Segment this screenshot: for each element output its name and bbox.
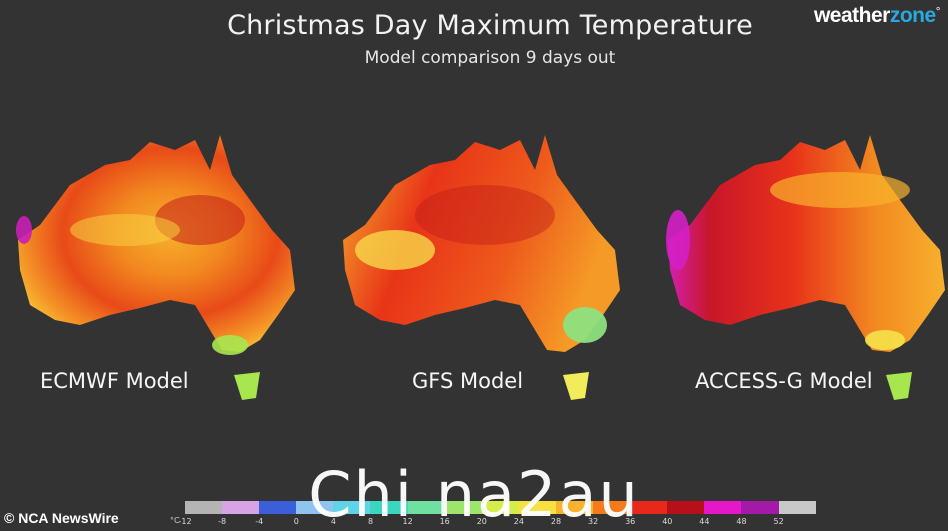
legend-tick-label: 40: [662, 517, 673, 526]
legend-swatch: [259, 501, 297, 514]
legend-tick-label: 20: [476, 517, 487, 526]
legend-tick-label: 24: [513, 517, 524, 526]
map-label-access-g: ACCESS-G Model: [695, 369, 873, 393]
legend-swatch: [481, 501, 519, 514]
map-label-gfs: GFS Model: [412, 369, 524, 393]
legend-swatch: [593, 501, 631, 514]
legend-unit: °C: [170, 516, 180, 525]
legend-tick-label: 32: [588, 517, 599, 526]
temperature-legend-bar: [185, 501, 816, 514]
photo-credit: © NCA NewsWire: [4, 510, 119, 526]
australia-map-access-g: [666, 135, 945, 400]
logo-suffix: zone: [889, 4, 936, 27]
legend-swatch: [741, 501, 779, 514]
legend-swatch: [296, 501, 334, 514]
legend-swatch: [704, 501, 742, 514]
map-panel-gfs: [335, 130, 635, 409]
legend-swatch: [333, 501, 371, 514]
logo-mark: °: [935, 4, 941, 18]
legend-tick-label: -4: [255, 517, 264, 526]
legend-swatch: [222, 501, 260, 514]
legend-swatch: [370, 501, 408, 514]
map-label-ecmwf: ECMWF Model: [40, 369, 189, 393]
logo-prefix: weather: [813, 4, 890, 27]
legend-tick-label: 36: [625, 517, 636, 526]
legend-tick-label: 16: [439, 517, 450, 526]
map-panel-ecmwf: [10, 130, 310, 409]
legend-tick-label: -12: [178, 517, 192, 526]
legend-swatch: [555, 501, 594, 514]
legend-swatch: [778, 501, 816, 514]
legend-tick-label: 8: [367, 517, 374, 526]
legend-tick-label: 44: [699, 517, 710, 526]
map-panel-access-g: [660, 130, 948, 409]
legend-swatch: [185, 501, 223, 514]
legend-ticks: -12 -8 -4 0 4 8 12 16 20 24 28 32 36 40 44 48 52: [0, 517, 948, 529]
legend-swatch: [444, 501, 482, 514]
legend-tick-label: -8: [218, 517, 227, 526]
legend-tick-label: 12: [402, 517, 413, 526]
watermark-text: Chi na2au: [308, 458, 640, 531]
australia-map-ecmwf: [16, 135, 295, 400]
legend-tick-label: 48: [736, 517, 747, 526]
legend-swatch: [407, 501, 445, 514]
legend-swatch: [630, 501, 668, 514]
legend-tick-label: 0: [293, 517, 299, 526]
page-subtitle: Model comparison 9 days out: [364, 48, 616, 68]
legend-tick-label: 52: [773, 517, 784, 526]
legend-swatch: [518, 501, 556, 514]
legend-tick-label: 28: [550, 517, 562, 526]
legend-tick-label: 4: [330, 517, 336, 526]
page-title: Christmas Day Maximum Temperature: [227, 10, 753, 41]
weatherzone-logo: weatherzone°: [813, 4, 941, 28]
australia-map-gfs: [343, 135, 620, 400]
legend-swatch: [667, 501, 705, 514]
